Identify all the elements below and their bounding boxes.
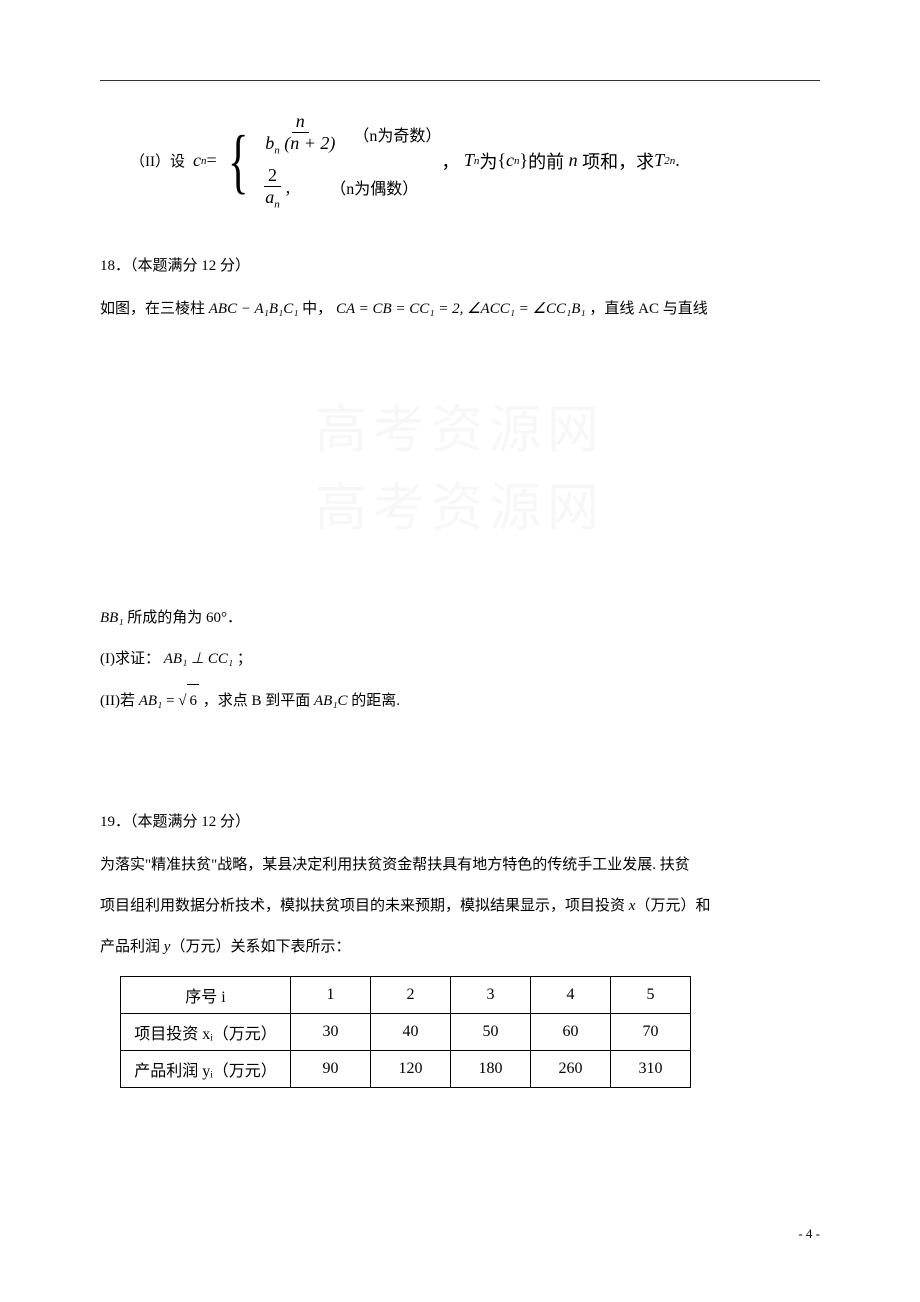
q17-part2-formula: （II）设 cn = { n bn (n + 2) （n为奇数） 2 an , … xyxy=(100,111,820,210)
q18-p1-semi: ； xyxy=(237,651,252,667)
page-number: - 4 - xyxy=(798,1226,820,1242)
tn-t: T xyxy=(464,150,474,171)
ty-5: 310 xyxy=(611,1051,691,1088)
q18-line1: 如图，在三棱柱 ABC − A₁B₁C₁ 中， CA = CB = CC₁ = … xyxy=(100,293,820,326)
q19-p3: 产品利润 y（万元）关系如下表所示： xyxy=(100,931,820,964)
q19-header: 19．（本题满分 12 分） xyxy=(100,806,820,839)
set-r: } xyxy=(520,150,529,171)
ty-1: 90 xyxy=(291,1051,371,1088)
tx-5: 70 xyxy=(611,1014,691,1051)
q19-p2b: （万元）和 xyxy=(635,898,710,914)
sqrt-6: 6 xyxy=(187,684,199,718)
ty-3: 180 xyxy=(451,1051,531,1088)
q18-p2-ab: AB₁ xyxy=(139,693,163,709)
piecewise: { n bn (n + 2) （n为奇数） 2 an , （n为偶数） xyxy=(217,111,442,210)
wei: 为 xyxy=(479,148,497,174)
table-row-header: 序号 i 1 2 3 4 5 xyxy=(121,977,691,1014)
q18-prism: ABC − A₁B₁C₁ xyxy=(209,301,299,317)
table-row-x: 项目投资 xᵢ（万元） 30 40 50 60 70 xyxy=(121,1014,691,1051)
set-l: { xyxy=(497,150,506,171)
cn2-c: c xyxy=(506,150,514,171)
q18-p2-end: 的距离. xyxy=(351,693,400,709)
var-c: c xyxy=(193,150,201,171)
watermark-1: 高考资源网 xyxy=(315,388,605,463)
q18-part2: (II)若 AB₁ = √6 ，求点 B 到平面 AB₁C 的距离. xyxy=(100,684,820,718)
frac-odd-num: n xyxy=(292,111,309,133)
n-plain: n xyxy=(569,150,578,171)
th-5: 5 xyxy=(611,977,691,1014)
ty-label: 产品利润 yᵢ（万元） xyxy=(121,1051,291,1088)
q18-cond: CA = CB = CC₁ = 2, ∠ACC₁ = ∠CC₁B₁ xyxy=(336,301,586,317)
table-row-y: 产品利润 yᵢ（万元） 90 120 180 260 310 xyxy=(121,1051,691,1088)
case-even-comma: , xyxy=(286,177,291,198)
t2n-sub: 2n xyxy=(664,155,675,167)
an-a: a xyxy=(265,187,274,207)
spacer xyxy=(100,726,820,776)
q18-figure-placeholder: 高考资源网 高考资源网 xyxy=(100,334,820,594)
t2n-t: T xyxy=(654,150,664,171)
th-2: 2 xyxy=(371,977,451,1014)
paren-n2: (n + 2) xyxy=(284,133,335,153)
q19-p3a: 产品利润 xyxy=(100,939,164,955)
trail2: 项和，求 xyxy=(582,148,654,174)
q18-bb1: BB₁ xyxy=(100,610,124,626)
q17-label: （II）设 xyxy=(130,150,185,171)
bn-b: b xyxy=(265,133,274,153)
q19-p2a: 项目组利用数据分析技术，模拟扶贫项目的未来预期，模拟结果显示，项目投资 xyxy=(100,898,629,914)
q18-bb1-line: BB₁ 所成的角为 60°． xyxy=(100,602,820,635)
q18-p2-eq: = xyxy=(166,693,178,709)
an-sub: n xyxy=(274,198,280,210)
eq-sign: = xyxy=(207,150,217,171)
tx-3: 50 xyxy=(451,1014,531,1051)
bn-sub: n xyxy=(274,145,280,157)
q19-p3b: （万元）关系如下表所示： xyxy=(170,939,350,955)
left-brace: { xyxy=(228,125,249,197)
q18-l1a: 如图，在三棱柱 xyxy=(100,301,205,317)
cond-even: （n为偶数） xyxy=(330,175,418,199)
frac-even: 2 an xyxy=(261,165,284,211)
th-4: 4 xyxy=(531,977,611,1014)
tx-2: 40 xyxy=(371,1014,451,1051)
th-index: 序号 i xyxy=(121,977,291,1014)
tx-1: 30 xyxy=(291,1014,371,1051)
watermark-2: 高考资源网 xyxy=(315,466,605,541)
tx-4: 60 xyxy=(531,1014,611,1051)
case-even: 2 an , （n为偶数） xyxy=(259,165,441,211)
th-1: 1 xyxy=(291,977,371,1014)
q18-header: 18．（本题满分 12 分） xyxy=(100,250,820,283)
th-3: 3 xyxy=(451,977,531,1014)
q18-p1-label: (I)求证： xyxy=(100,651,160,667)
cond-odd: （n为奇数） xyxy=(353,122,441,146)
frac-even-den: an xyxy=(261,187,284,211)
q18-p2-plane: AB₁C xyxy=(314,693,348,709)
comma1: ， xyxy=(441,148,459,174)
header-rule xyxy=(100,80,820,81)
ty-4: 260 xyxy=(531,1051,611,1088)
sqrt-sign: √ xyxy=(178,693,186,709)
q18-l1b: 中， xyxy=(302,301,332,317)
q18-p2-rest: ，求点 B 到平面 xyxy=(203,693,311,709)
q18-l1c: ，直线 AC 与直线 xyxy=(589,301,707,317)
q18-p2-label: (II)若 xyxy=(100,693,135,709)
case-odd: n bn (n + 2) （n为奇数） xyxy=(259,111,441,157)
frac-odd: n bn (n + 2) xyxy=(261,111,339,157)
q19-p1: 为落实"精准扶贫"战略，某县决定利用扶贫资金帮扶具有地方特色的传统手工业发展. … xyxy=(100,849,820,882)
period: . xyxy=(675,150,680,171)
cases: n bn (n + 2) （n为奇数） 2 an , （n为偶数） xyxy=(259,111,441,210)
q19-table: 序号 i 1 2 3 4 5 项目投资 xᵢ（万元） 30 40 50 60 7… xyxy=(120,976,691,1088)
q18-p1-math: AB₁ ⊥ CC₁ xyxy=(164,651,233,667)
ty-2: 120 xyxy=(371,1051,451,1088)
tx-label: 项目投资 xᵢ（万元） xyxy=(121,1014,291,1051)
frac-odd-den: bn (n + 2) xyxy=(261,133,339,157)
trail1: 的前 xyxy=(528,148,564,174)
frac-even-num: 2 xyxy=(264,165,281,187)
q18-part1: (I)求证： AB₁ ⊥ CC₁ ； xyxy=(100,643,820,676)
q19-p2: 项目组利用数据分析技术，模拟扶贫项目的未来预期，模拟结果显示，项目投资 x（万元… xyxy=(100,890,820,923)
q18-angle-text: 所成的角为 60°． xyxy=(127,610,242,626)
